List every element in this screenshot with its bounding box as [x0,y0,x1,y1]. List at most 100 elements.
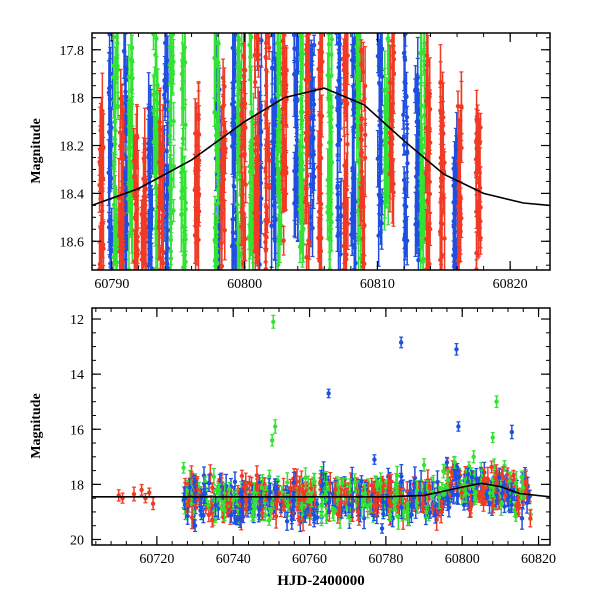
data-point [275,234,281,270]
data-point [311,88,317,121]
data-point [247,202,252,270]
marker [242,151,247,157]
marker [168,238,173,243]
data-point [337,106,343,173]
data-point [179,52,185,126]
data-point [97,227,103,270]
data-point [171,144,176,188]
marker [158,255,163,261]
data-point [414,79,420,164]
data-point [158,246,163,270]
marker [108,162,113,167]
marker [311,97,316,102]
data-point [222,117,227,193]
data-point [143,175,148,202]
data-point [382,159,387,181]
data-point [451,156,456,181]
data-point [213,246,219,269]
marker [301,226,306,232]
marker [358,255,363,261]
data-point [219,216,224,270]
marker [117,249,122,254]
marker [212,55,217,61]
marker [376,192,382,197]
data-point [294,46,300,100]
marker [151,109,157,114]
data-point [114,37,119,81]
marker [216,60,221,65]
marker [239,153,244,159]
marker [216,100,222,105]
marker [271,163,276,168]
marker [213,255,219,260]
marker [99,146,104,151]
marker [215,201,220,206]
marker [233,33,238,37]
marker [164,260,170,266]
data-point [349,170,355,257]
data-point [241,57,247,83]
marker [273,216,278,222]
data-point [326,34,331,118]
data-point [335,153,340,219]
data-point [183,235,188,270]
marker [337,79,342,85]
marker [298,88,303,94]
data-point [151,76,157,147]
data-point [420,239,426,270]
marker [168,118,174,124]
data-point [146,115,152,196]
marker [120,242,126,247]
marker [337,137,343,142]
marker [220,211,226,216]
data-point [212,33,217,99]
marker [404,238,410,243]
marker [335,183,340,189]
marker [418,51,423,56]
data-point [325,148,330,212]
marker [451,166,456,171]
data-point [297,230,303,264]
marker [404,149,410,154]
marker [119,99,125,105]
marker [128,57,134,62]
marker [215,149,220,155]
marker [292,72,297,77]
data-point [310,198,315,258]
data-point [157,197,162,247]
marker [310,225,315,231]
data-point [249,69,254,155]
data-point [242,123,247,185]
marker [235,241,241,247]
marker [153,52,158,58]
marker [311,42,317,48]
marker [416,207,421,213]
marker [269,223,274,228]
data-point [215,132,220,172]
marker [329,219,334,225]
data-point [119,83,125,121]
marker [183,122,188,127]
data-point [355,33,360,77]
marker [114,207,120,212]
marker [382,167,387,173]
marker [230,243,235,249]
marker [420,259,426,264]
marker [247,169,253,174]
marker [249,34,254,40]
marker [416,257,421,263]
marker [182,45,187,50]
data-point [273,184,278,254]
marker [181,237,186,243]
data-point [99,121,104,176]
data-point [298,51,303,131]
data-point [275,62,281,85]
data-point [402,189,407,222]
data-point [139,234,145,270]
data-point [179,167,185,229]
marker [278,50,284,56]
marker [452,211,457,216]
marker [148,227,154,233]
marker [164,148,170,154]
